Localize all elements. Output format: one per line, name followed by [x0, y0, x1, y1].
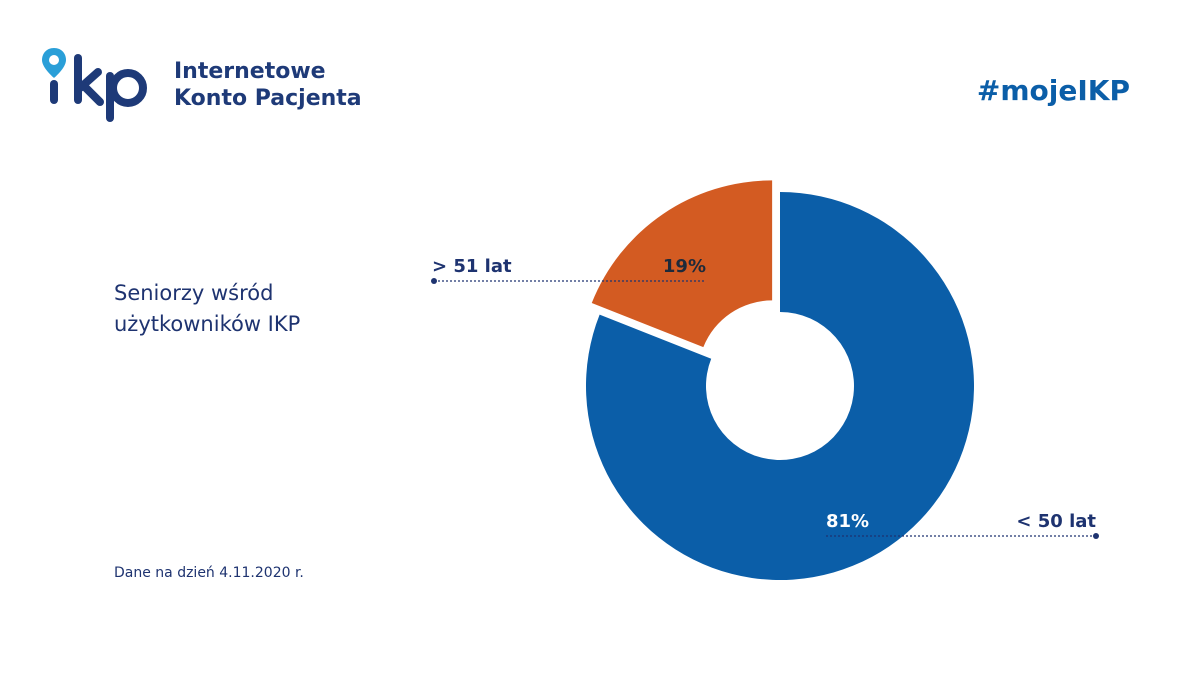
callout-dot-under-50	[1093, 533, 1099, 539]
donut-callouts: 81% < 50 lat 19% > 51 lat	[431, 256, 1099, 539]
chart-title-line-1: Seniorzy wśród	[114, 281, 274, 305]
data-date-footnote: Dane na dzień 4.11.2020 r.	[114, 565, 304, 581]
slice-value-label-over-51: 19%	[663, 256, 706, 277]
callout-dot-over-51	[431, 278, 437, 284]
logo-line-2: Konto Pacjenta	[174, 86, 362, 111]
chart-title-line-2: użytkowników IKP	[114, 312, 301, 336]
donut-slices	[585, 180, 974, 580]
chart-title: Seniorzy wśród użytkowników IKP	[114, 278, 300, 340]
logo-wordmark: Internetowe Konto Pacjenta	[174, 58, 362, 112]
hashtag: #mojeIKP	[976, 74, 1130, 107]
donut-slice-under-50	[585, 191, 974, 580]
category-label-over-51: > 51 lat	[432, 256, 512, 277]
ikp-logo-icon	[42, 48, 147, 122]
category-label-under-50: < 50 lat	[1016, 511, 1096, 532]
donut-slice-over-51	[591, 180, 773, 348]
logo-line-1: Internetowe	[174, 59, 326, 84]
ikp-logo: Internetowe Konto Pacjenta	[40, 46, 370, 126]
slice-value-label-under-50: 81%	[826, 511, 869, 532]
